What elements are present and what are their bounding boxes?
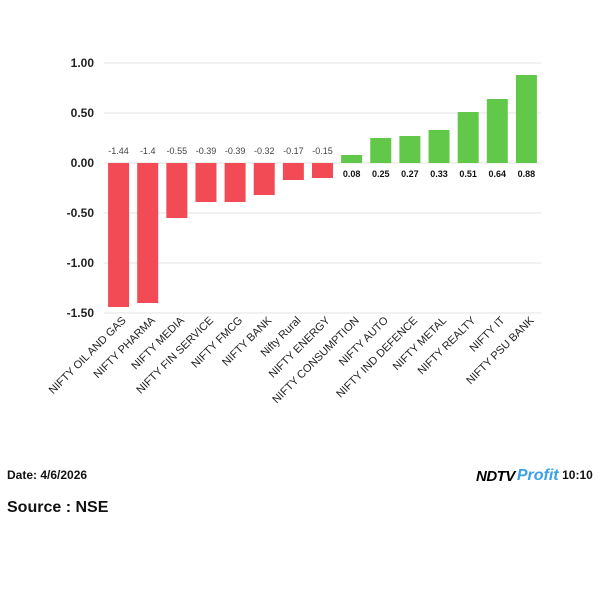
bar (341, 155, 363, 163)
bar (108, 163, 130, 307)
y-axis-ticks: 1.00 0.50 0.00 -0.50 -1.00 -1.50 (67, 56, 95, 320)
y-tick-label: 0.00 (71, 156, 95, 170)
source-label: Source : NSE (7, 499, 109, 516)
y-tick-label: 0.50 (71, 106, 95, 120)
bar (224, 163, 246, 202)
bar (370, 138, 392, 163)
data-label: -0.32 (254, 146, 275, 156)
data-label: -1.4 (140, 146, 156, 156)
bar (457, 112, 479, 163)
bar-chart: 1.00 0.50 0.00 -0.50 -1.00 -1.50 -1.44 -1.4 -0.… (47, 56, 541, 406)
data-label: -0.39 (196, 146, 217, 156)
y-tick-label: 1.00 (71, 56, 95, 70)
y-tick-label: -1.00 (67, 256, 95, 270)
y-tick-label: -1.50 (67, 306, 95, 320)
bar (428, 130, 450, 163)
bar (399, 136, 421, 163)
data-label: -0.17 (283, 146, 304, 156)
data-label: 0.08 (343, 169, 361, 179)
bar (515, 75, 537, 163)
data-label: -0.39 (225, 146, 246, 156)
bar (195, 163, 217, 202)
data-label: 0.51 (459, 169, 477, 179)
bar (253, 163, 275, 195)
date-label: Date: 4/6/2026 (7, 468, 88, 482)
logo-ndtv-text: NDTV (476, 467, 515, 485)
data-label: 0.27 (401, 169, 419, 179)
data-label: -0.55 (167, 146, 188, 156)
data-label: -1.44 (108, 146, 129, 156)
bars (108, 75, 537, 307)
y-tick-label: -0.50 (67, 206, 95, 220)
bar (312, 163, 333, 178)
data-label: -0.15 (312, 146, 333, 156)
ndtv-profit-logo: NDTV Profit (476, 465, 559, 487)
data-label: 0.64 (489, 169, 507, 179)
logo-profit-text: Profit (516, 467, 559, 484)
bar (137, 163, 159, 303)
data-label: 0.33 (430, 169, 448, 179)
bar (166, 163, 188, 218)
bar (486, 99, 508, 163)
bar (282, 163, 304, 180)
data-label: 0.88 (518, 169, 536, 179)
data-label: 0.25 (372, 169, 390, 179)
value-labels: -1.44 -1.4 -0.55 -0.39 -0.39 -0.32 -0.17 -0.15 0… (108, 146, 535, 179)
